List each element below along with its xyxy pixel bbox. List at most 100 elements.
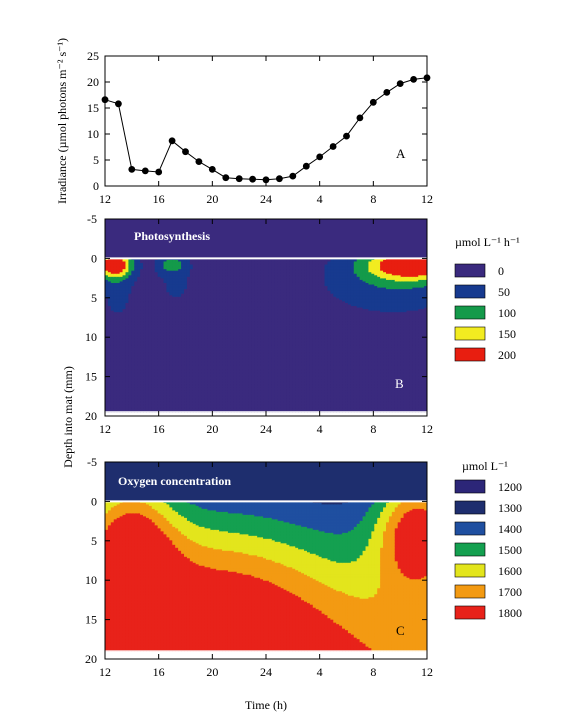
contour-cell	[178, 338, 182, 341]
contour-cell	[192, 399, 197, 402]
contour-cell	[239, 290, 244, 293]
contour-cell	[225, 299, 229, 303]
contour-cell	[216, 267, 220, 270]
contour-cell	[145, 279, 150, 283]
contour-cell	[116, 395, 121, 398]
contour-cell	[160, 369, 165, 372]
contour-cell	[184, 259, 188, 263]
contour-cell	[175, 281, 179, 284]
contour-cell	[148, 336, 153, 339]
contour-cell	[184, 301, 188, 304]
contour-cell	[245, 396, 250, 399]
contour-cell	[140, 278, 144, 281]
contour-cell	[157, 364, 162, 367]
contour-cell	[172, 372, 176, 375]
contour-cell	[227, 263, 232, 266]
contour-cell	[207, 356, 211, 359]
contour-cell	[192, 310, 197, 313]
contour-cell	[143, 356, 147, 359]
contour-cell	[198, 273, 203, 276]
contour-cell	[204, 370, 209, 373]
contour-cell	[210, 316, 214, 319]
irradiance-point	[329, 143, 337, 150]
contour-cell	[186, 281, 191, 284]
contour-cell	[227, 407, 232, 410]
contour-cell	[178, 396, 182, 399]
contour-cell	[145, 298, 150, 301]
contour-cell	[169, 389, 173, 392]
contour-cell	[227, 324, 232, 327]
contour-cell	[119, 282, 124, 286]
contour-cell	[122, 408, 127, 412]
contour-cell	[186, 382, 191, 385]
contour-cell	[204, 304, 209, 307]
contour-cell	[195, 319, 200, 322]
contour-cell	[128, 361, 132, 364]
contour-cell	[169, 358, 173, 361]
contour-cell	[248, 266, 252, 269]
contour-cell	[181, 313, 185, 316]
contour-cell	[151, 347, 156, 350]
contour-cell	[227, 379, 232, 382]
contour-cell	[242, 281, 247, 284]
contour-cell	[145, 384, 150, 387]
contour-cell	[222, 399, 226, 402]
contour-cell	[137, 345, 141, 349]
contour-cell	[125, 263, 130, 266]
contour-cell	[219, 387, 223, 390]
contour-cell	[210, 385, 214, 389]
contour-cell	[160, 372, 165, 375]
contour-cell	[216, 407, 220, 410]
contour-cell	[201, 361, 206, 364]
contour-cell	[105, 322, 109, 326]
contour-cell	[219, 326, 223, 329]
contour-cell	[216, 338, 220, 341]
contour-cell	[248, 276, 252, 279]
contour-cell	[148, 345, 153, 349]
contour-cell	[204, 382, 209, 385]
contour-cell	[181, 392, 185, 395]
contour-cell	[157, 275, 162, 278]
contour-cell	[116, 367, 121, 370]
contour-cell	[113, 338, 118, 341]
contour-cell	[157, 352, 162, 355]
contour-cell	[184, 378, 188, 381]
contour-cell	[157, 379, 162, 382]
contour-cell	[230, 286, 235, 289]
contour-cell	[227, 316, 232, 319]
contour-cell	[227, 395, 232, 398]
contour-cell	[239, 259, 244, 263]
contour-cell	[207, 316, 211, 319]
contour-cell	[105, 373, 109, 376]
contour-cell	[195, 333, 200, 336]
contour-cell	[207, 382, 211, 385]
contour-cell	[178, 381, 182, 384]
contour-cell	[151, 361, 156, 364]
contour-cell	[216, 306, 220, 309]
contour-cell	[242, 404, 247, 407]
contour-cell	[213, 304, 217, 307]
contour-cell	[201, 286, 206, 289]
contour-cell	[128, 402, 132, 405]
contour-cell	[154, 284, 159, 287]
contour-cell	[216, 319, 220, 322]
contour-cell	[207, 339, 211, 342]
contour-cell	[192, 392, 197, 395]
contour-cell	[175, 399, 179, 402]
contour-cell	[225, 290, 229, 293]
contour-cell	[140, 379, 144, 382]
contour-cell	[189, 367, 194, 370]
contour-cell	[178, 284, 182, 287]
contour-cell	[172, 376, 176, 379]
contour-cell	[145, 393, 150, 396]
contour-cell	[236, 349, 241, 352]
contour-cell	[166, 319, 170, 322]
contour-cell	[242, 362, 247, 366]
contour-cell	[119, 322, 124, 326]
contour-cell	[113, 270, 118, 273]
contour-cell	[242, 267, 247, 270]
contour-cell	[125, 284, 130, 287]
contour-cell	[230, 287, 235, 290]
contour-cell	[116, 259, 121, 263]
contour-cell	[119, 286, 124, 289]
